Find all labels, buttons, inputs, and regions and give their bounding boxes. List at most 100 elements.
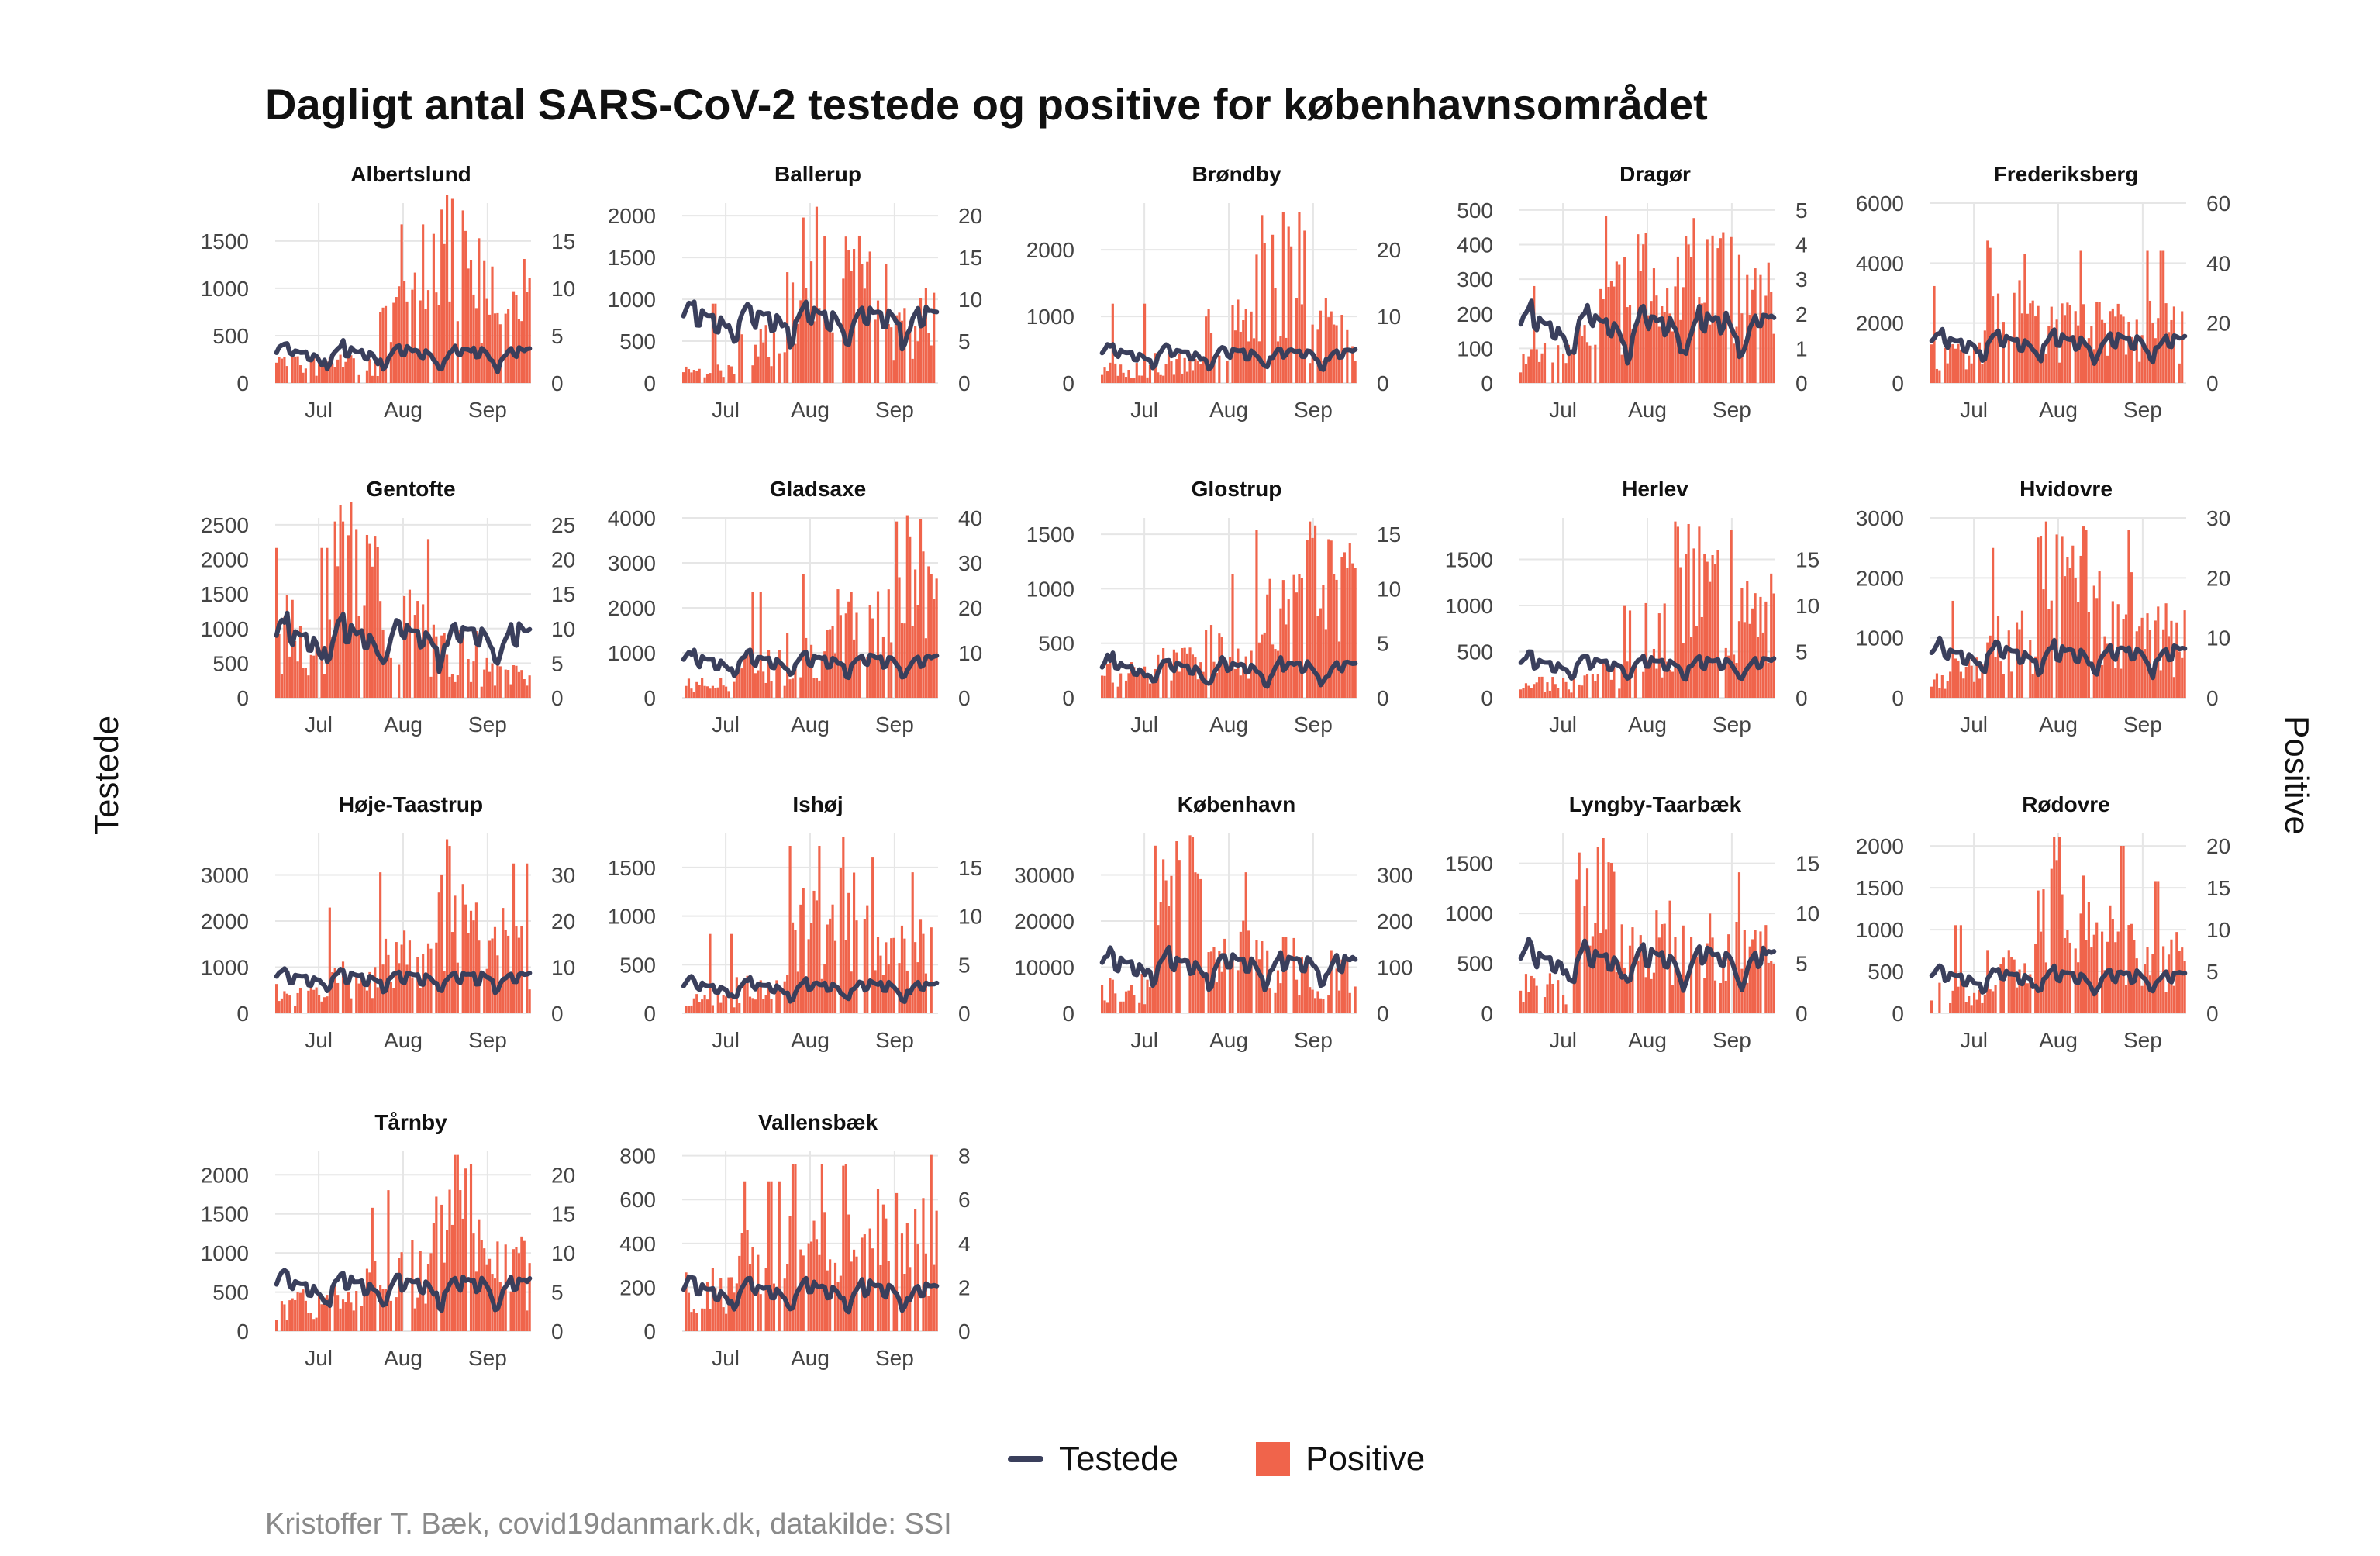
bar-positive [416,350,419,383]
bar-positive [496,312,499,383]
bar-positive [775,980,778,1013]
bar-positive [847,250,850,383]
bar-positive [914,1209,917,1331]
bar-positive [461,210,464,383]
bar-positive [1711,554,1714,698]
bar-positive [509,974,512,1013]
y-tick-left: 0 [1062,1002,1074,1026]
bar-positive [895,315,899,383]
bar-positive [735,673,738,698]
bar-positive [1140,671,1143,698]
bar-positive [2157,606,2160,698]
bar-positive [762,342,765,383]
x-tick: Aug [1209,398,1248,422]
bar-positive [437,305,440,383]
y-tick-left: 0 [236,686,249,710]
bar-positive [911,872,914,1013]
bar-positive [1348,992,1351,1013]
bar-positive [738,1003,741,1013]
x-tick: Aug [384,1346,423,1370]
bar-positive [2082,875,2085,1013]
bar-positive [783,981,786,1013]
bar-positive [905,1223,909,1331]
bar-positive [2061,894,2064,1013]
y-tick-right: 25 [551,513,575,537]
bar-positive [315,642,318,698]
y-tick-right: 4 [1795,233,1808,257]
bar-positive [1642,953,1645,1013]
bar-positive [1772,593,1775,698]
bar-positive [2034,944,2037,1013]
bar-positive [1524,364,1528,383]
bar-positive [903,623,906,698]
bar-positive [927,566,930,698]
bar-positive [1637,960,1640,1013]
bar-positive [2133,651,2136,698]
line-testede [1099,944,1358,992]
bar-positive [280,998,284,1013]
bar-positive [1671,331,1675,383]
bar-positive [1229,961,1232,1013]
bar-positive [304,668,307,698]
bar-positive [1133,667,1136,698]
bar-positive [1618,961,1621,1013]
panel-title: Høje-Taastrup [339,792,483,816]
bar-positive [743,983,747,1013]
bar-positive [2042,889,2045,1013]
bar-positive [1754,268,1757,383]
bar-positive [1973,345,1976,383]
bar-positive [2146,250,2149,383]
bar-positive [326,996,329,1013]
bar-positive [318,356,321,383]
y-tick-left: 1000 [608,641,656,665]
bar-positive [464,904,467,1013]
y-tick-right: 15 [1795,548,1819,572]
bar-positive [376,547,379,698]
bar-positive [887,324,890,383]
bar-positive [1285,624,1288,698]
bar-positive [740,1233,743,1331]
bar-positive [855,612,858,698]
bar-positive [1748,946,1751,1013]
y-tick-right: 20 [1377,238,1401,262]
bar-positive [389,657,392,698]
bar-positive [2058,362,2061,383]
bar-positive [467,268,470,383]
bar-positive [2039,931,2043,1013]
bar-positive [1567,689,1571,698]
bar-positive [892,937,895,1013]
bar-positive [1298,574,1301,698]
bar-positive [1335,968,1338,1013]
bar-positive [2183,961,2186,1013]
x-tick: Jul [1549,712,1577,737]
bar-positive [1309,363,1312,383]
y-tick-right: 0 [551,686,564,710]
x-tick: Sep [2123,712,2162,737]
y-tick-left: 2000 [608,204,656,228]
bar-positive [1618,264,1621,383]
bar-positive [379,601,382,698]
bar-positive [384,305,388,383]
bar-positive [371,998,374,1013]
bar-positive [507,309,510,383]
line-testede [274,966,533,995]
panel-title: Dragør [1619,162,1691,186]
bar-positive [874,319,877,383]
bar-positive [526,292,529,383]
bar-positive [491,938,494,1013]
y-tick-right: 10 [551,956,575,980]
bar-positive [1285,337,1288,383]
bar-positive [909,536,912,698]
bar-positive [1543,997,1547,1013]
bar-positive [2085,342,2088,383]
bar-positive [485,968,488,1013]
bar-positive [850,592,853,698]
bar-positive [1674,521,1677,698]
bar-positive [1178,860,1181,1013]
x-tick: Sep [875,712,914,737]
bar-positive [719,678,723,698]
bar-positive [1154,668,1157,698]
bar-positive [528,278,531,383]
